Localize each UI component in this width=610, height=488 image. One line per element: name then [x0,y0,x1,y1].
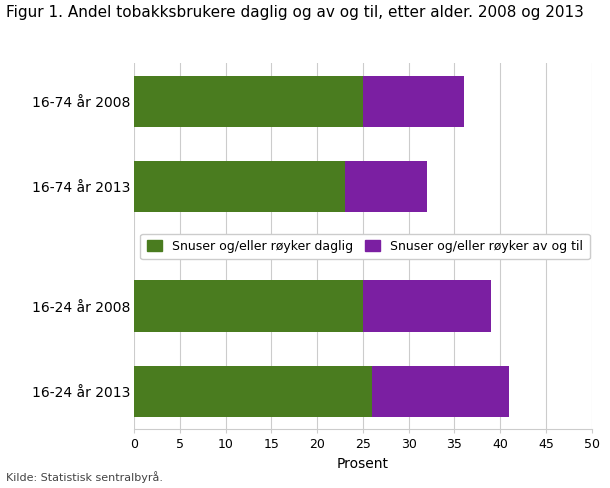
Text: Figur 1. Andel tobakksbrukere daglig og av og til, etter alder. 2008 og 2013: Figur 1. Andel tobakksbrukere daglig og … [6,5,584,20]
Bar [345,162,427,212]
Legend: Snuser og/eller røyker daglig, Snuser og/eller røyker av og til: Snuser og/eller røyker daglig, Snuser og… [140,234,590,259]
Bar [134,162,345,212]
Bar [134,281,363,331]
Bar [134,366,372,417]
Bar [363,76,464,127]
Text: Kilde: Statistisk sentralbyrå.: Kilde: Statistisk sentralbyrå. [6,471,163,483]
Bar [134,76,363,127]
X-axis label: Prosent: Prosent [337,457,389,471]
Bar [363,281,491,331]
Bar [372,366,509,417]
